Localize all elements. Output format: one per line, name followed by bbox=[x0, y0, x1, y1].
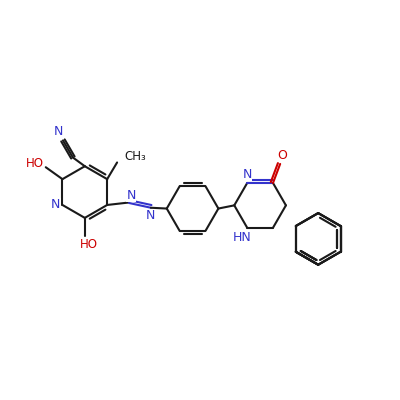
Text: O: O bbox=[277, 149, 287, 162]
Text: HN: HN bbox=[233, 231, 252, 244]
Text: N: N bbox=[54, 125, 63, 138]
Text: HO: HO bbox=[80, 238, 98, 251]
Text: N: N bbox=[145, 209, 155, 222]
Text: N: N bbox=[126, 188, 136, 202]
Text: N: N bbox=[242, 168, 252, 181]
Text: N: N bbox=[51, 198, 60, 212]
Text: HO: HO bbox=[26, 157, 44, 170]
Text: CH₃: CH₃ bbox=[124, 150, 146, 163]
